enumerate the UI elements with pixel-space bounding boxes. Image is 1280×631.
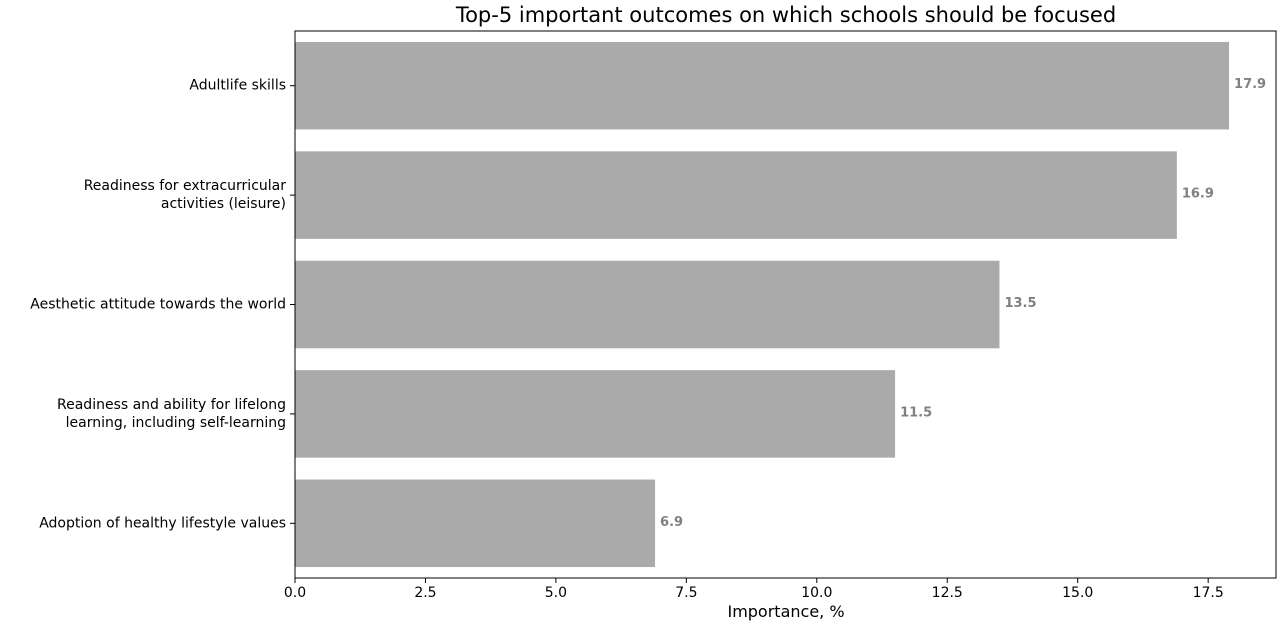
x-tick-label: 5.0 (545, 585, 567, 601)
bar (295, 260, 1000, 349)
y-tick-label: Adultlife skills (189, 78, 286, 94)
x-tick-label: 10.0 (801, 585, 832, 601)
x-axis-label: Importance, % (727, 602, 844, 621)
bars-layer (295, 41, 1230, 568)
x-tick-label: 12.5 (932, 585, 963, 601)
x-tick-label: 0.0 (284, 585, 306, 601)
bar-value-label: 16.9 (1182, 187, 1214, 202)
x-tick-labels: 0.0 2.5 5.0 7.5 10.0 12.5 15.0 17.5 (284, 578, 1224, 601)
bar-value-label: 13.5 (1004, 296, 1036, 311)
bar-value-label: 11.5 (900, 405, 932, 420)
y-tick-label: Readiness and ability for lifelong (57, 397, 286, 413)
bar (295, 370, 896, 458)
x-tick-label: 15.0 (1062, 585, 1093, 601)
x-tick-label: 2.5 (414, 585, 436, 601)
plot-frame (294, 30, 1277, 579)
y-tick-labels: Adultlife skills Readiness for extracurri… (30, 78, 295, 531)
y-tick-label: Adoption of healthy lifestyle values (39, 515, 286, 531)
value-labels-layer: 17.9 16.9 13.5 11.5 6.9 (660, 77, 1266, 530)
x-tick-label: 7.5 (675, 585, 697, 601)
bar (295, 479, 656, 568)
chart-title: Top-5 important outcomes on which school… (455, 3, 1116, 27)
y-tick-label: Aesthetic attitude towards the world (30, 297, 286, 313)
x-tick-label: 17.5 (1193, 585, 1224, 601)
bar (295, 151, 1177, 239)
bar-value-label: 17.9 (1234, 77, 1266, 92)
y-tick-label: learning, including self-learning (66, 415, 286, 431)
y-tick-label: activities (leisure) (161, 196, 286, 212)
bar-value-label: 6.9 (660, 515, 683, 530)
bar (295, 41, 1230, 130)
y-tick-label: Readiness for extracurricular (84, 178, 287, 194)
